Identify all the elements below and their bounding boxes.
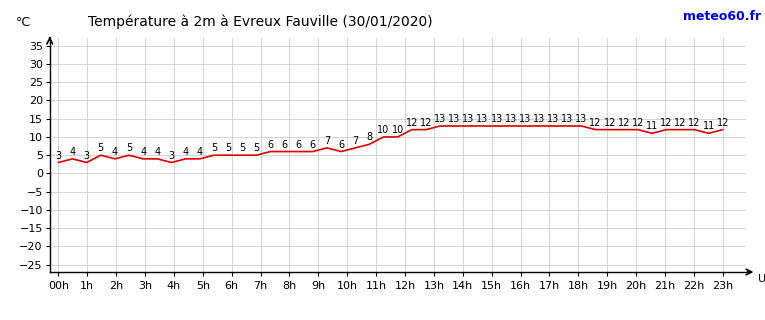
Text: 13: 13 — [547, 114, 559, 124]
Text: 11: 11 — [646, 122, 658, 132]
Text: 12: 12 — [589, 118, 602, 128]
Text: 5: 5 — [98, 143, 104, 153]
Text: 6: 6 — [282, 140, 288, 150]
Text: 5: 5 — [211, 143, 217, 153]
Text: 13: 13 — [505, 114, 517, 124]
Text: 3: 3 — [168, 151, 174, 161]
Text: 12: 12 — [405, 118, 418, 128]
Text: 13: 13 — [533, 114, 545, 124]
Text: 11: 11 — [702, 122, 715, 132]
Text: 5: 5 — [126, 143, 132, 153]
Text: 6: 6 — [267, 140, 274, 150]
Text: 12: 12 — [604, 118, 616, 128]
Text: 13: 13 — [562, 114, 574, 124]
Text: UTC: UTC — [758, 274, 765, 284]
Text: 13: 13 — [477, 114, 489, 124]
Text: 4: 4 — [112, 147, 118, 157]
Text: 13: 13 — [575, 114, 588, 124]
Text: 6: 6 — [295, 140, 301, 150]
Text: 7: 7 — [324, 136, 330, 146]
Text: 13: 13 — [434, 114, 446, 124]
Text: 6: 6 — [310, 140, 316, 150]
Text: 7: 7 — [352, 136, 358, 146]
Text: 12: 12 — [660, 118, 672, 128]
Text: 12: 12 — [717, 118, 729, 128]
Text: 12: 12 — [688, 118, 701, 128]
Text: 5: 5 — [253, 143, 259, 153]
Text: 12: 12 — [420, 118, 432, 128]
Text: 13: 13 — [519, 114, 531, 124]
Text: meteo60.fr: meteo60.fr — [683, 10, 761, 23]
Text: 12: 12 — [632, 118, 644, 128]
Text: 4: 4 — [140, 147, 146, 157]
Text: 3: 3 — [55, 151, 61, 161]
Text: 12: 12 — [617, 118, 630, 128]
Text: °C: °C — [16, 16, 31, 29]
Text: 6: 6 — [338, 140, 344, 150]
Text: 8: 8 — [366, 132, 373, 142]
Text: 12: 12 — [674, 118, 686, 128]
Text: 5: 5 — [225, 143, 231, 153]
Text: 13: 13 — [448, 114, 461, 124]
Text: Température à 2m à Evreux Fauville (30/01/2020): Température à 2m à Evreux Fauville (30/0… — [88, 14, 433, 29]
Text: 13: 13 — [490, 114, 503, 124]
Text: 4: 4 — [155, 147, 161, 157]
Text: 10: 10 — [392, 125, 404, 135]
Text: 5: 5 — [239, 143, 246, 153]
Text: 4: 4 — [183, 147, 189, 157]
Text: 3: 3 — [83, 151, 90, 161]
Text: 13: 13 — [462, 114, 474, 124]
Text: 10: 10 — [377, 125, 389, 135]
Text: 4: 4 — [197, 147, 203, 157]
Text: 4: 4 — [70, 147, 76, 157]
